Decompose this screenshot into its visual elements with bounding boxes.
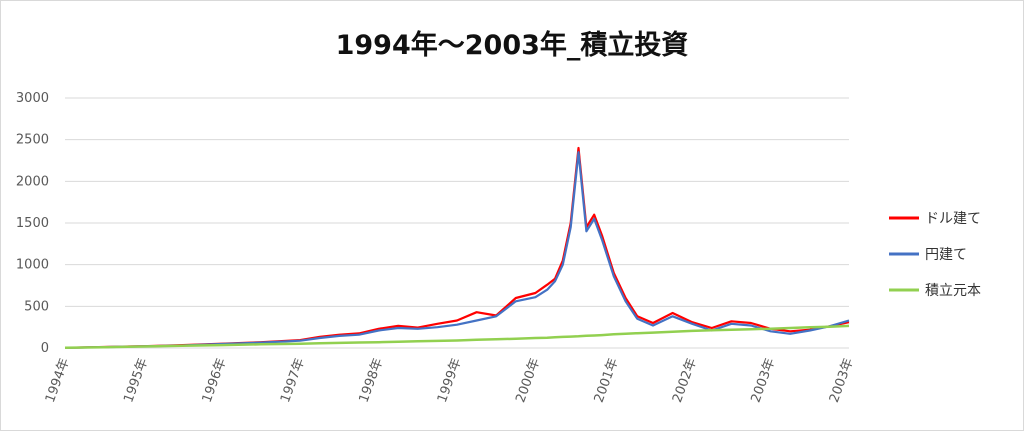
series-line-1 xyxy=(64,146,850,349)
y-tick-label: 2000 xyxy=(16,174,49,189)
x-tick-label: 1996年 xyxy=(200,356,230,404)
legend-label: 積立元本 xyxy=(925,283,981,299)
x-tick-label: 1997年 xyxy=(278,356,308,404)
x-tick-label: 2003年 xyxy=(827,356,857,404)
series-line-2 xyxy=(64,151,850,349)
legend-label: 円建て xyxy=(925,247,967,263)
x-tick-label: 2003年 xyxy=(748,356,778,404)
y-tick-label: 1500 xyxy=(16,216,49,231)
y-tick-label: 1000 xyxy=(16,258,49,273)
y-tick-label: 500 xyxy=(24,299,49,314)
x-tick-label: 2000年 xyxy=(513,356,543,404)
x-tick-label: 1999年 xyxy=(435,356,465,404)
y-tick-label: 3000 xyxy=(16,91,49,106)
x-tick-label: 1998年 xyxy=(356,356,386,404)
x-tick-label: 2001年 xyxy=(592,356,622,404)
y-tick-label: 2500 xyxy=(16,133,49,148)
x-tick-label: 2002年 xyxy=(670,356,700,404)
legend-label: ドル建て xyxy=(925,211,981,227)
x-tick-label: 1995年 xyxy=(121,356,151,404)
x-tick-label: 1994年 xyxy=(43,356,73,404)
chart-title: 1994年～2003年_積立投資 xyxy=(335,30,689,61)
series-line-3 xyxy=(64,324,850,350)
y-tick-label: 0 xyxy=(41,341,49,356)
